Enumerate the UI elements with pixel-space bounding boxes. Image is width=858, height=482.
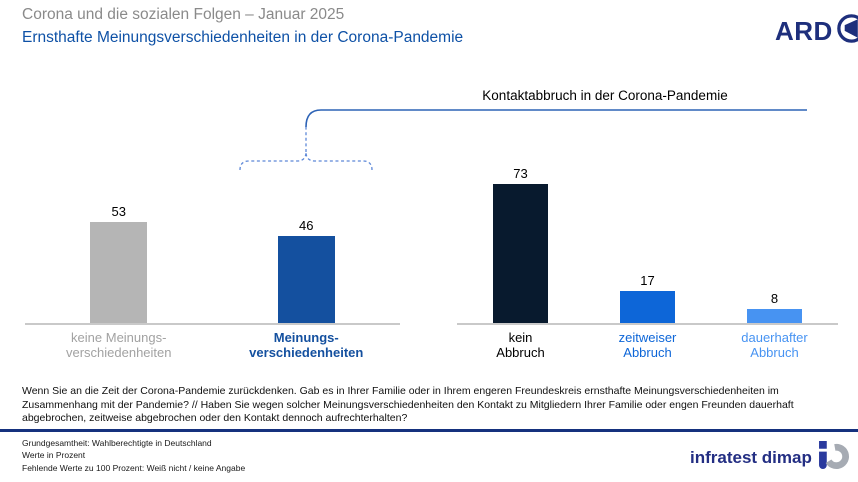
- bar-value-label: 73: [513, 165, 528, 181]
- right-chart-axis-line: [457, 323, 838, 325]
- category-label-line: Abbruch: [750, 344, 799, 360]
- question-line: Zusammenhang mit der Pandemie? // Haben …: [22, 398, 794, 411]
- bar-column-dauerhafter-abbruch: 8: [711, 162, 838, 324]
- category-label-line: keine Meinungs-: [71, 330, 167, 345]
- category-label-line: kein: [508, 330, 533, 345]
- category-label-line: Meinungs-: [273, 330, 339, 345]
- page-subtitle: Ernsthafte Meinungsverschiedenheiten in …: [22, 29, 464, 46]
- source-line: Fehlende Werte zu 100 Prozent: Weiß nich…: [22, 462, 246, 473]
- bar-column-zeitweiser-abbruch: 17: [584, 162, 711, 324]
- right-bar-chart: 73 17 8: [457, 162, 838, 324]
- question-line: abgebrochen, zeitweise abgebrochen oder …: [22, 412, 408, 425]
- category-label-dauerhafter-abbruch: dauerhafter Abbruch: [711, 330, 838, 361]
- category-label-line: Abbruch: [496, 344, 545, 360]
- bar-column-meinungsverschiedenheiten: 46: [213, 162, 401, 324]
- category-label-kein-abbruch: kein Abbruch: [457, 330, 584, 361]
- infratest-dimap-icon: [818, 441, 850, 475]
- category-label-line: Abbruch: [623, 344, 672, 360]
- bar-value-label: 17: [640, 273, 655, 289]
- bar-value-label: 46: [299, 217, 314, 233]
- bar-kein-abbruch: [493, 183, 548, 324]
- bar-zeitweiser-abbruch: [620, 291, 675, 324]
- left-bar-chart: 53 46: [25, 162, 400, 324]
- bar-column-keine-meinungsverschiedenheiten: 53: [25, 162, 213, 324]
- category-label-line: dauerhafter: [741, 330, 808, 345]
- infratest-dimap-logo: infratest dimap: [690, 441, 850, 475]
- right-chart-title: Kontaktabbruch in der Corona-Pandemie: [482, 88, 728, 103]
- category-label-line: zeitweiser: [618, 330, 677, 345]
- source-line: Grundgesamtheit: Wahlberechtigte in Deut…: [22, 438, 212, 448]
- category-label-line: verschiedenheiten: [249, 344, 364, 360]
- bar-meinungsverschiedenheiten: [277, 235, 335, 324]
- left-chart-axis-line: [25, 323, 400, 325]
- right-chart-category-labels: kein Abbruch zeitweiser Abbruch dauerhaf…: [457, 330, 838, 361]
- bar-dauerhafter-abbruch: [747, 308, 802, 324]
- page-title: Corona und die sozialen Folgen – Januar …: [22, 6, 345, 23]
- bar-column-kein-abbruch: 73: [457, 162, 584, 324]
- survey-question-text: Wenn Sie an die Zeit der Corona-Pandemie…: [22, 385, 844, 426]
- bar-value-label: 8: [770, 290, 779, 306]
- source-line: Werte in Prozent: [22, 450, 86, 461]
- category-label-keine-meinungsverschiedenheiten: keine Meinungs- verschiedenheiten: [25, 330, 213, 361]
- category-label-line: verschiedenheiten: [65, 344, 172, 360]
- bar-value-label: 53: [111, 204, 126, 220]
- question-line: Wenn Sie an die Zeit der Corona-Pandemie…: [22, 385, 779, 397]
- source-notes: Grundgesamtheit: Wahlberechtigte in Deut…: [22, 437, 245, 474]
- footer-divider-line: [0, 429, 858, 432]
- category-label-meinungsverschiedenheiten: Meinungs- verschiedenheiten: [213, 330, 401, 361]
- ard-logo: ARD: [775, 12, 858, 50]
- bar-keine-meinungsverschiedenheiten: [90, 222, 148, 324]
- infratest-dimap-logo-text: infratest dimap: [690, 448, 812, 467]
- ard-logo-text: ARD: [775, 15, 833, 46]
- ard-one-circle-icon: [835, 12, 858, 50]
- left-chart-category-labels: keine Meinungs- verschiedenheiten Meinun…: [25, 330, 401, 361]
- category-label-zeitweiser-abbruch: zeitweiser Abbruch: [584, 330, 711, 361]
- connector-line: [305, 109, 807, 128]
